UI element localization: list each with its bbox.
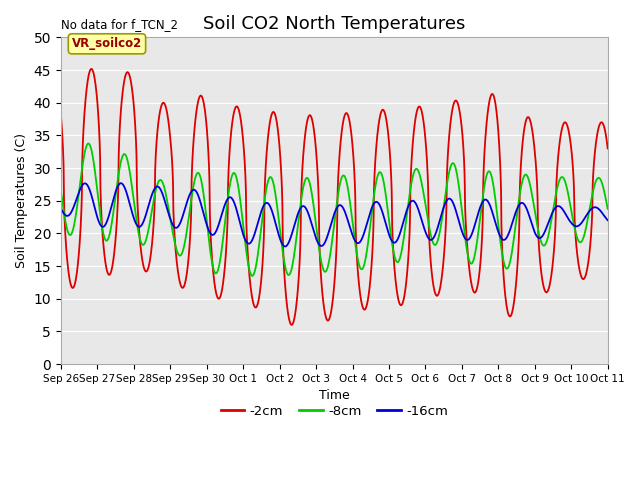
-2cm [267,115,275,120]
-8cm [57,188,65,194]
Line: -8cm: -8cm [61,144,608,276]
Line: -2cm: -2cm [61,69,608,325]
-16cm [152,184,160,190]
Legend: -2cm, -8cm, -16cm: -2cm, -8cm, -16cm [215,399,453,423]
-16cm [267,205,275,211]
-16cm [282,243,289,249]
Text: No data for f_TCN_2: No data for f_TCN_2 [61,18,178,31]
-2cm [593,131,601,137]
-8cm [267,174,275,180]
-2cm [152,150,160,156]
-16cm [57,205,65,211]
Line: -16cm: -16cm [61,183,608,246]
-16cm [291,221,298,227]
Text: VR_soilco2: VR_soilco2 [72,37,142,50]
-16cm [604,217,612,223]
-8cm [604,206,612,212]
-16cm [593,205,601,211]
X-axis label: Time: Time [319,389,349,402]
-16cm [117,180,125,186]
Y-axis label: Soil Temperatures (C): Soil Temperatures (C) [15,133,28,268]
-8cm [593,176,601,181]
-8cm [534,228,542,234]
-16cm [120,182,127,188]
-2cm [534,234,542,240]
-2cm [88,66,95,72]
-2cm [288,322,296,328]
-8cm [248,273,256,279]
-2cm [57,112,65,118]
-8cm [291,249,298,254]
-16cm [534,235,542,240]
-8cm [120,152,127,157]
Title: Soil CO2 North Temperatures: Soil CO2 North Temperatures [203,15,465,33]
-8cm [84,141,92,146]
-2cm [291,314,298,320]
-8cm [152,187,160,192]
-2cm [120,83,127,89]
-2cm [604,145,612,151]
